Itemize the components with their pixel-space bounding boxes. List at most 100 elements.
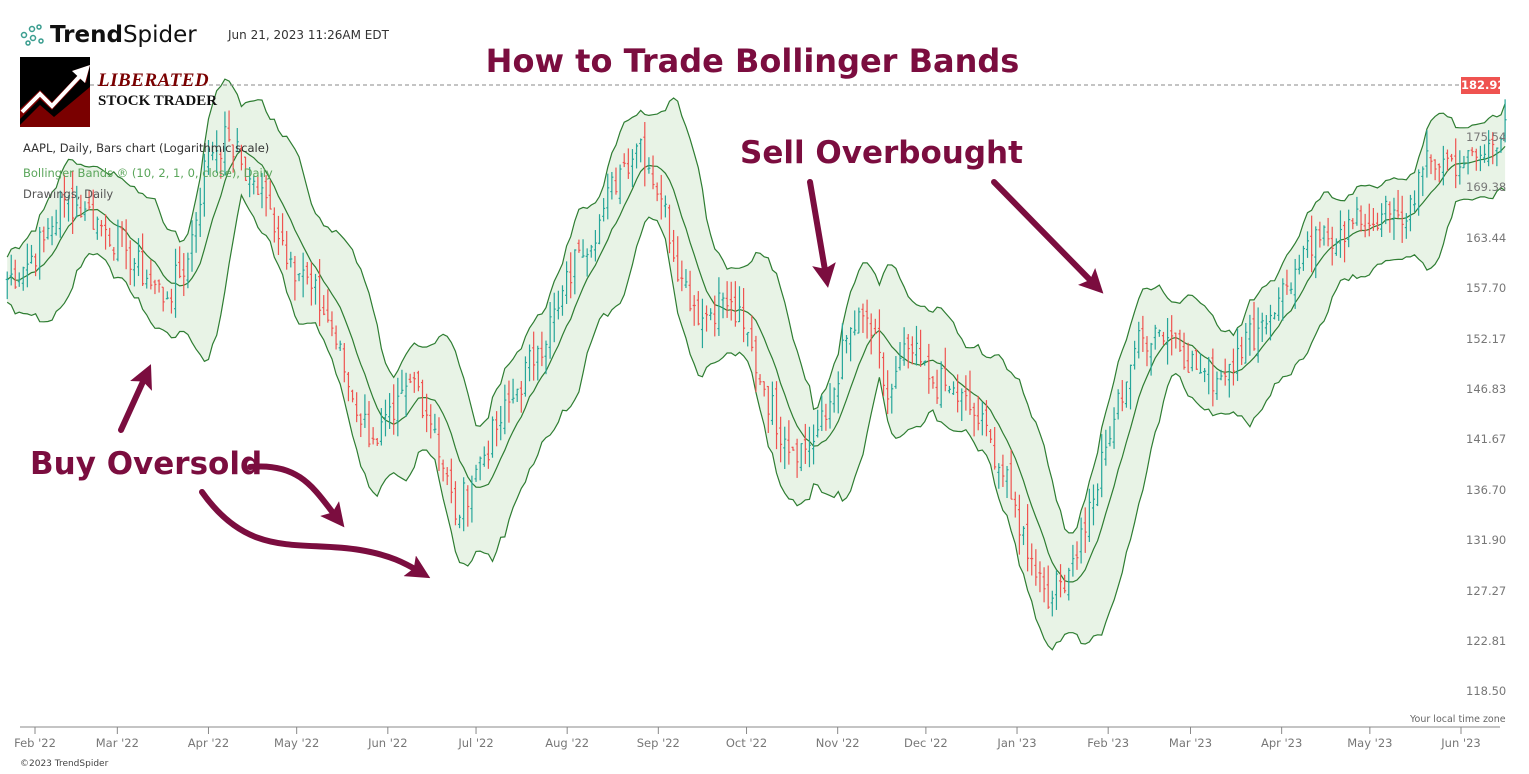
price-bar: [532, 331, 536, 381]
price-bar: [351, 389, 355, 403]
price-bar: [663, 195, 667, 218]
price-bar: [453, 481, 457, 526]
price-bar: [206, 139, 210, 175]
price-bar: [58, 190, 62, 238]
price-bar: [1495, 147, 1499, 167]
price-bar: [560, 285, 564, 316]
timezone-label[interactable]: Your local time zone: [1410, 714, 1506, 725]
price-bar: [943, 347, 947, 392]
price-bar: [1219, 369, 1223, 381]
price-bar: [408, 373, 412, 384]
price-bar: [647, 157, 651, 174]
price-bar: [593, 230, 597, 262]
price-bar: [1363, 213, 1367, 238]
price-bar: [1256, 307, 1260, 363]
price-bar: [219, 149, 223, 179]
price-bar: [540, 331, 544, 367]
price-bar: [610, 171, 614, 200]
x-tick-label: Apr '23: [1260, 736, 1303, 750]
price-bar: [713, 295, 717, 337]
price-bar: [383, 399, 387, 437]
price-bar: [470, 475, 474, 523]
price-bar: [169, 288, 173, 314]
price-bar: [1244, 322, 1248, 364]
price-bar: [775, 381, 779, 450]
price-bar: [1030, 543, 1034, 576]
price-bar: [486, 440, 490, 469]
price-bar: [1190, 350, 1194, 372]
price-bar: [202, 153, 206, 217]
y-tick-label: 122.81: [1466, 634, 1507, 649]
price-bar: [466, 485, 470, 527]
price-bar: [128, 240, 132, 286]
price-bar: [248, 167, 252, 198]
price-bar: [445, 467, 449, 486]
price-bar: [630, 149, 634, 188]
price-bar: [174, 248, 178, 318]
liberated-stock-trader-logo: [20, 57, 90, 127]
logo-line-1: LIBERATED: [98, 70, 210, 91]
price-bar: [342, 343, 346, 383]
price-bar: [165, 291, 169, 300]
chart-title: How to Trade Bollinger Bands: [485, 42, 1020, 80]
price-bar: [182, 253, 186, 297]
price-bar: [1096, 483, 1100, 507]
timestamp: Jun 21, 2023 11:26AM EDT: [228, 28, 389, 42]
price-bar: [1326, 217, 1330, 247]
price-bar: [1322, 225, 1326, 246]
price-bar: [330, 311, 334, 337]
price-bar: [231, 144, 235, 173]
x-tick-label: Mar '22: [95, 736, 139, 750]
price-bar: [132, 258, 136, 287]
price-bar: [869, 313, 873, 355]
price-bar: [976, 395, 980, 431]
price-bar: [190, 220, 194, 272]
price-bar: [264, 175, 268, 217]
price-bar: [1273, 312, 1277, 320]
drawings-info[interactable]: Drawings, Daily: [23, 187, 114, 201]
price-bar: [313, 273, 317, 305]
price-bar: [367, 401, 371, 448]
price-bar: [1260, 312, 1264, 343]
price-bar: [919, 329, 923, 367]
brand-bold: Trend: [50, 22, 123, 48]
price-bar: [198, 187, 202, 237]
price-bar: [1137, 321, 1141, 359]
price-bar: [1499, 137, 1503, 153]
price-bar: [795, 438, 799, 478]
price-bar: [322, 295, 326, 316]
price-bar: [50, 216, 54, 246]
price-bar: [651, 155, 655, 190]
price-bar: [239, 144, 243, 171]
price-bar: [400, 369, 404, 394]
price-bar: [1231, 348, 1235, 386]
spider-nodes-icon: [20, 24, 44, 46]
price-bar: [1483, 144, 1487, 163]
y-tick-label: 136.70: [1466, 482, 1507, 497]
symbol-info[interactable]: AAPL, Daily, Bars chart (Logarithmic sca…: [23, 141, 270, 155]
price-bar: [853, 310, 857, 336]
buy-arrow-3: [199, 489, 431, 579]
price-bar: [120, 221, 124, 248]
price-bar: [1129, 364, 1133, 410]
y-tick-label: 152.17: [1466, 331, 1507, 346]
price-bar: [305, 262, 309, 285]
price-bar: [1375, 212, 1379, 231]
price-bar: [1252, 301, 1256, 351]
y-tick-label: 163.44: [1466, 230, 1507, 245]
price-bar: [46, 218, 50, 240]
price-bar: [799, 443, 803, 472]
price-bar: [873, 318, 877, 335]
y-tick-label: 118.50: [1466, 684, 1507, 699]
price-bar: [820, 395, 824, 432]
indicator-info[interactable]: Bollinger Bands ® (10, 2, 1, 0, close), …: [23, 166, 273, 180]
price-bar: [252, 175, 256, 195]
price-bar: [882, 352, 886, 397]
price-bar: [1091, 484, 1095, 526]
price-bar: [194, 212, 198, 253]
price-bar: [931, 376, 935, 389]
copyright: ©2023 TrendSpider: [20, 759, 109, 769]
price-bar: [519, 380, 523, 413]
price-bar: [585, 248, 589, 277]
